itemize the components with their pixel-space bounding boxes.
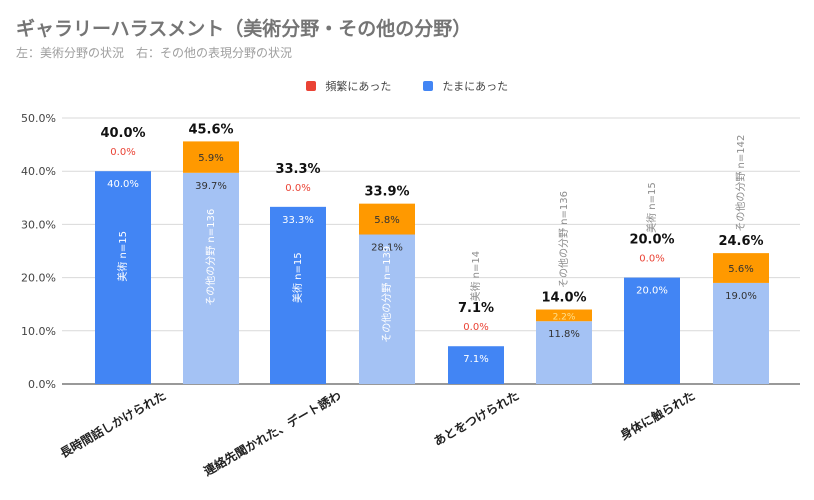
chart-legend: 頻繁にあった たまにあった — [0, 78, 814, 94]
bar-tamani — [448, 346, 504, 384]
bar-hinpan — [359, 203, 415, 235]
y-tick-label: 0.0% — [28, 378, 56, 391]
y-tick-label: 30.0% — [21, 218, 56, 231]
data-label-tamani: 7.1% — [463, 354, 488, 365]
bar-series-label: その他の分野 n=142 — [734, 135, 747, 232]
x-category-label: あとをつけられた — [431, 388, 521, 448]
data-label-total: 14.0% — [541, 291, 586, 306]
data-label-hinpan: 2.2% — [553, 312, 576, 322]
data-label-total: 24.6% — [718, 234, 763, 249]
bar-tamani — [359, 234, 415, 384]
legend-swatch-hinpan — [305, 81, 316, 91]
bar-series-label: 美術 n=14 — [469, 251, 482, 302]
y-tick-label: 10.0% — [21, 325, 56, 338]
bar-series-label: 美術 n=15 — [116, 231, 129, 282]
chart-title: ギャラリーハラスメント（美術分野・その他の分野） — [16, 18, 472, 40]
bar-tamani — [95, 171, 151, 384]
y-tick-label: 20.0% — [21, 272, 56, 285]
y-tick-label: 50.0% — [21, 112, 56, 125]
data-label-hinpan: 0.0% — [639, 254, 664, 265]
data-label-total: 7.1% — [458, 301, 494, 316]
legend-item-tamani[interactable]: たまにあった — [422, 78, 509, 94]
data-label-tamani: 19.0% — [725, 291, 757, 302]
bar-hinpan — [183, 141, 239, 173]
data-label-total: 45.6% — [188, 122, 233, 137]
data-label-tamani: 33.3% — [282, 215, 314, 226]
x-category-label: 長時間話しかけられた — [57, 388, 168, 461]
bar-tamani — [536, 321, 592, 384]
bar-series-label: 美術 n=15 — [291, 252, 304, 303]
data-label-hinpan: 0.0% — [285, 183, 310, 194]
x-category-label: 連絡先聞かれた、デート誘わ — [201, 388, 344, 479]
bar-tamani — [713, 282, 769, 384]
data-label-hinpan: 5.9% — [198, 153, 223, 164]
bar-tamani — [624, 277, 680, 384]
legend-swatch-tamani — [422, 81, 433, 91]
data-label-total: 20.0% — [629, 233, 674, 248]
data-label-tamani: 11.8% — [548, 329, 580, 340]
chart-subtitle: 左：美術分野の状況 右：その他の表現分野の状況 — [16, 46, 293, 60]
data-label-hinpan: 5.8% — [374, 215, 399, 226]
bar-series-label: 美術 n=15 — [645, 182, 658, 233]
data-label-tamani: 39.7% — [195, 181, 227, 192]
data-label-hinpan: 5.6% — [728, 264, 753, 275]
bar-series-label: その他の分野 n=139 — [380, 246, 393, 343]
bar-tamani — [270, 206, 326, 384]
y-tick-label: 40.0% — [21, 165, 56, 178]
x-category-label: 身体に触られた — [617, 388, 697, 443]
bar-series-label: その他の分野 n=136 — [204, 209, 217, 306]
bar-hinpan — [713, 253, 769, 283]
data-label-total: 33.3% — [275, 162, 320, 177]
data-label-total: 40.0% — [100, 126, 145, 141]
legend-item-hinpan[interactable]: 頻繁にあった — [305, 78, 392, 94]
data-label-tamani: 20.0% — [636, 286, 668, 297]
data-label-total: 33.9% — [364, 185, 409, 200]
legend-label-tamani: たまにあった — [442, 80, 509, 93]
data-label-hinpan: 0.0% — [463, 322, 488, 333]
legend-label-hinpan: 頻繁にあった — [325, 80, 392, 93]
bar-tamani — [183, 172, 239, 384]
data-label-tamani: 40.0% — [107, 179, 139, 190]
data-label-tamani: 28.1% — [371, 243, 403, 254]
bar-hinpan — [536, 309, 592, 322]
bar-series-label: その他の分野 n=136 — [557, 191, 570, 288]
data-label-hinpan: 0.0% — [110, 147, 135, 158]
